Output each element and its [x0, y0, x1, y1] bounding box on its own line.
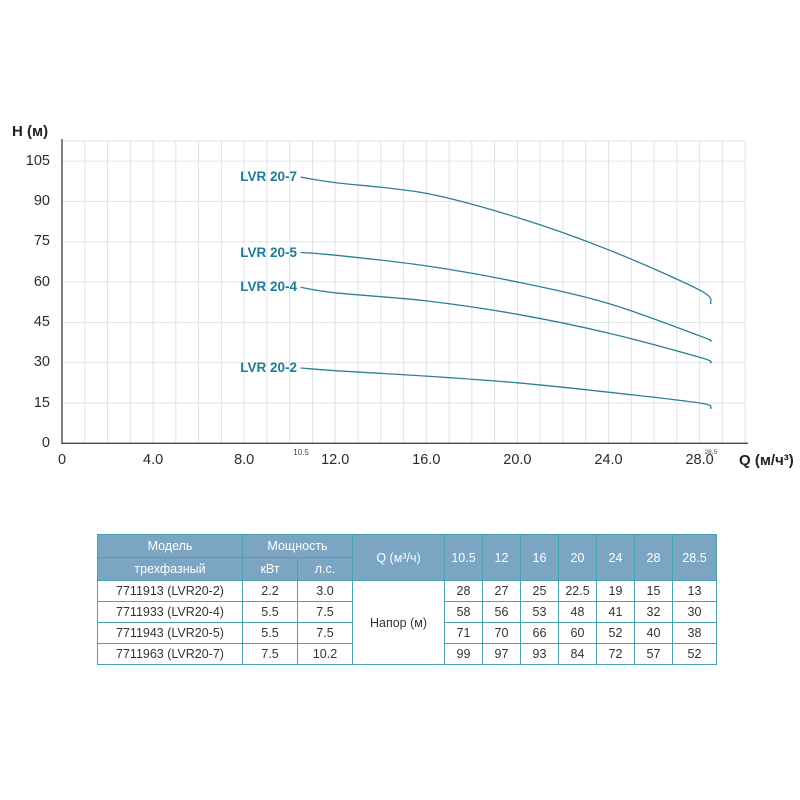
curve-lvr-20-5: [300, 251, 712, 342]
cell-head: 19: [596, 580, 635, 602]
pump-performance-chart: H (м) Q (м/ч³) 0 15 30 45 60 75 90 105 0 4.0 8.0 12…: [12, 123, 794, 469]
y-tick-label: 45: [33, 313, 50, 330]
cell-model: 7711963 (LVR20-7): [97, 643, 243, 665]
table-row: 7711963 (LVR20-7) 7.5 10.2 99 97 93 84 7…: [97, 643, 717, 665]
x-tick-label: 8.0: [234, 452, 255, 468]
range-marker-label: 10.5: [293, 448, 309, 457]
col-header-power: Мощность: [242, 534, 353, 558]
col-header-q2: 16: [520, 534, 559, 581]
y-tick-label: 90: [33, 192, 50, 209]
cell-hp: 3.0: [297, 580, 353, 602]
cell-head: 28: [444, 580, 483, 602]
cell-head: 41: [596, 601, 635, 623]
cell-head: 84: [558, 643, 597, 665]
x-tick-label: 24.0: [594, 452, 623, 468]
col-header-q5: 28: [634, 534, 673, 581]
col-header-flow: Q (м³/ч): [352, 534, 445, 581]
cell-head: 13: [672, 580, 717, 602]
y-tick-label: 15: [33, 394, 50, 411]
cell-head: 60: [558, 622, 597, 644]
cell-head: 58: [444, 601, 483, 623]
cell-head: 15: [634, 580, 673, 602]
curve-lvr-20-7: [300, 176, 712, 305]
table-header-row-1: Модель Мощность Q (м³/ч) 10.5 12 16 20 2…: [97, 534, 717, 581]
col-header-q0: 10.5: [444, 534, 483, 581]
curve-label-lvr-20-5: LVR 20-5: [240, 244, 297, 260]
curve-label-lvr-20-7: LVR 20-7: [240, 169, 297, 185]
x-tick-label: 20.0: [503, 452, 532, 468]
cell-head: 72: [596, 643, 635, 665]
cell-model: 7711933 (LVR20-4): [97, 601, 243, 623]
head-label-cell: Напор (м): [352, 580, 445, 665]
pump-spec-table: Модель Мощность Q (м³/ч) 10.5 12 16 20 2…: [97, 534, 717, 665]
curve-label-lvr-20-4: LVR 20-4: [240, 279, 297, 295]
cell-head: 25: [520, 580, 559, 602]
cell-head: 27: [482, 580, 521, 602]
col-header-q6: 28.5: [672, 534, 717, 581]
cell-head: 97: [482, 643, 521, 665]
cell-head: 52: [672, 643, 717, 665]
cell-model: 7711943 (LVR20-5): [97, 622, 243, 644]
cell-head: 57: [634, 643, 673, 665]
curve-lvr-20-4: [300, 286, 712, 364]
table-row: 7711943 (LVR20-5) 5.5 7.5 71 70 66 60 52…: [97, 622, 717, 644]
x-axis-title: Q (м/ч³): [739, 452, 794, 469]
cell-kw: 7.5: [242, 643, 298, 665]
y-tick-label: 60: [33, 273, 50, 290]
cell-head: 93: [520, 643, 559, 665]
x-tick-label: 0: [57, 452, 67, 468]
cell-head: 40: [634, 622, 673, 644]
table-row: 7711933 (LVR20-4) 5.5 7.5 58 56 53 48 41…: [97, 601, 717, 623]
curve-label-lvr-20-2: LVR 20-2: [240, 360, 297, 375]
cell-head: 70: [482, 622, 521, 644]
x-tick-label: 12.0: [321, 452, 350, 468]
col-header-kw: кВт: [242, 557, 298, 581]
y-tick-label: 30: [33, 354, 50, 371]
col-header-q4: 24: [596, 534, 635, 581]
x-tick-label: 4.0: [143, 452, 164, 468]
cell-kw: 2.2: [242, 580, 298, 602]
cell-head: 22.5: [558, 580, 597, 602]
cell-head: 66: [520, 622, 559, 644]
y-tick-label: 75: [33, 233, 50, 250]
col-header-hp: л.с.: [297, 557, 353, 581]
cell-head: 38: [672, 622, 717, 644]
col-header-model: Модель: [97, 534, 243, 558]
y-tick-label: 105: [25, 152, 50, 169]
cell-head: 48: [558, 601, 597, 623]
x-tick-label: 28.0: [685, 452, 714, 468]
cell-head: 99: [444, 643, 483, 665]
y-axis-title: H (м): [12, 123, 49, 140]
table-header-row-2: трехфазный кВт л.с.: [97, 557, 717, 581]
col-header-q3: 20: [558, 534, 597, 581]
cell-kw: 5.5: [242, 622, 298, 644]
table-row: 7711913 (LVR20-2) 2.2 3.0 Напор (м) 28 2…: [97, 580, 717, 665]
cell-head: 53: [520, 601, 559, 623]
cell-head: 52: [596, 622, 635, 644]
chart-canvas: [61, 139, 748, 444]
col-header-q1: 12: [482, 534, 521, 581]
cell-head: 30: [672, 601, 717, 623]
range-marker-label: 28.5: [704, 449, 718, 456]
cell-hp: 10.2: [297, 643, 353, 665]
cell-hp: 7.5: [297, 601, 353, 623]
curve-lvr-20-2: [300, 367, 712, 410]
col-header-phase: трехфазный: [97, 557, 243, 581]
cell-model: 7711913 (LVR20-2): [97, 580, 243, 602]
cell-head: 56: [482, 601, 521, 623]
cell-hp: 7.5: [297, 622, 353, 644]
y-tick-label: 0: [41, 434, 50, 451]
x-tick-label: 16.0: [412, 452, 441, 468]
cell-kw: 5.5: [242, 601, 298, 623]
cell-head: 71: [444, 622, 483, 644]
cell-head: 32: [634, 601, 673, 623]
